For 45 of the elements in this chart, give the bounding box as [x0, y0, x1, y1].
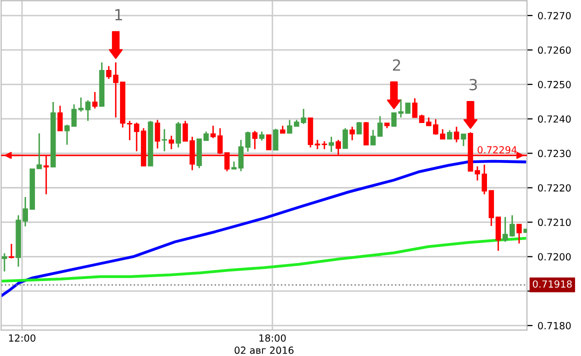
candlestick	[356, 121, 362, 135]
candlestick	[363, 121, 369, 146]
y-tick-label: 0.7270	[538, 12, 571, 20]
candlestick	[286, 119, 292, 134]
candlestick	[370, 129, 376, 146]
candlestick	[64, 124, 70, 146]
y-tick-label: 0.7260	[538, 46, 571, 54]
candlestick	[454, 126, 460, 143]
candlestick	[92, 91, 98, 110]
x-tick-label: 18:00	[259, 334, 286, 342]
candlestick	[71, 104, 77, 128]
candlestick	[350, 126, 355, 141]
candlestick	[300, 108, 306, 125]
candlestick	[516, 224, 522, 244]
candlestick	[168, 135, 174, 150]
candlestick	[342, 127, 348, 150]
annotation: 3	[470, 78, 477, 90]
y-tick-label: 0.7200	[538, 253, 571, 260]
candlestick	[391, 112, 397, 127]
candlestick	[252, 130, 258, 150]
line-series	[1, 160, 526, 298]
candlestick	[273, 128, 278, 151]
ref-line-label: 0.72294	[478, 146, 517, 154]
candlestick	[162, 128, 168, 152]
candlestick	[460, 133, 466, 147]
y-tick-label: 0.7230	[538, 150, 571, 158]
x-tick-label: 12:00	[9, 334, 36, 342]
annotation: 2	[392, 59, 400, 71]
annotation: 1	[115, 9, 122, 20]
candlestick	[314, 139, 320, 150]
candlestick	[176, 121, 181, 148]
y-tick-label: 0.7250	[538, 80, 571, 88]
candlestick	[154, 119, 160, 150]
candlestick	[266, 134, 272, 150]
x-axis-title: 02 авг 2016	[234, 346, 294, 354]
candlestick	[85, 100, 91, 122]
y-tick-label: 0.7180	[538, 322, 571, 330]
candlestick	[57, 105, 63, 132]
y-tick-label: 0.7220	[538, 184, 571, 192]
candlestick	[78, 96, 84, 112]
ref-line-label: 0.71918	[532, 280, 572, 288]
y-tick-label: 0.7210	[538, 218, 571, 226]
candlestick	[328, 136, 334, 153]
candlestick	[377, 115, 383, 138]
y-tick-label: 0.7240	[538, 115, 571, 123]
